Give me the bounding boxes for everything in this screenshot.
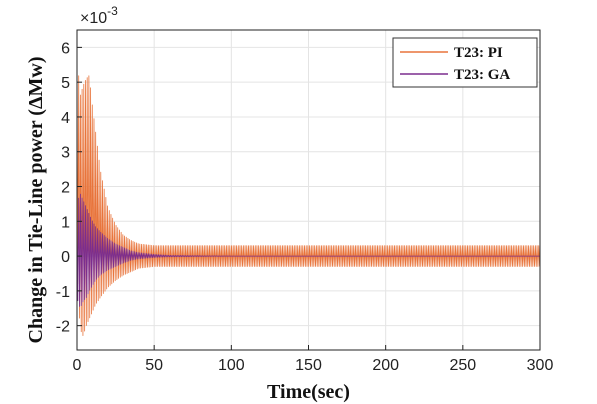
legend-label-t23-ga: T23: GA — [454, 67, 510, 83]
x-tick-label: 300 — [527, 357, 554, 374]
y-tick-label: 2 — [61, 180, 70, 197]
legend-label-t23-pi: T23: PI — [454, 45, 503, 61]
legend: T23: PI T23: GA — [392, 37, 538, 88]
y-tick-label: 5 — [61, 75, 70, 92]
x-tick-label: 200 — [372, 357, 399, 374]
y-tick-label: 3 — [61, 145, 70, 162]
legend-box — [392, 37, 538, 88]
x-tick-label: 250 — [449, 357, 476, 374]
y-axis-ticks: -2 -1 0 1 2 3 4 5 6 — [56, 40, 82, 336]
x-tick-label: 100 — [218, 357, 245, 374]
y-tick-label: 1 — [61, 214, 70, 231]
x-tick-label: 50 — [145, 357, 163, 374]
series-line — [76, 193, 540, 307]
y-tick-label: -2 — [56, 319, 70, 336]
x-axis-title: Time(sec) — [267, 381, 350, 403]
y-tick-label: 0 — [61, 249, 70, 266]
y-tick-label: -1 — [56, 284, 70, 301]
y-tick-label: 4 — [61, 110, 70, 127]
y-exponent-label: ×10-3 — [80, 4, 118, 27]
x-tick-label: 150 — [295, 357, 322, 374]
x-tick-label: 0 — [73, 357, 82, 374]
series-t23-ga — [76, 193, 540, 307]
y-tick-label: 6 — [61, 40, 70, 57]
x-axis-ticks: 0 50 100 150 200 250 300 — [73, 345, 554, 374]
y-axis-title: Change in Tie-Line power (ΔMw) — [25, 57, 47, 344]
